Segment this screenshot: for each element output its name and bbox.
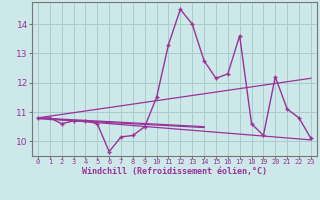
X-axis label: Windchill (Refroidissement éolien,°C): Windchill (Refroidissement éolien,°C) — [82, 167, 267, 176]
